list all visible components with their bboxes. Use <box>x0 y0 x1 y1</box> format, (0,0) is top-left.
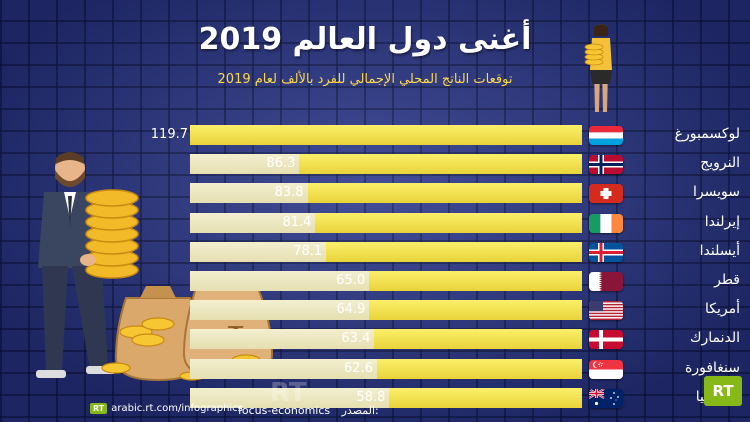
category-label: إيرلندا <box>704 213 740 230</box>
woman-with-coins-illustration <box>584 24 612 112</box>
businessman-illustration <box>36 152 139 378</box>
denmark-flag-icon <box>589 330 623 350</box>
category-label: أيسلندا <box>699 242 740 259</box>
bar-row: 62.6 سنغافورة <box>0 358 750 380</box>
iceland-flag-icon <box>589 242 623 262</box>
bar-value-label: 62.6 <box>344 360 373 376</box>
chart-title: أغنى دول العالم 2019 <box>198 22 532 57</box>
bar <box>326 241 582 262</box>
bar-value-label: 78.1 <box>293 243 323 259</box>
bar <box>376 358 582 379</box>
bar-value-label: 119.7 <box>150 127 188 142</box>
bar-row: 86.3 النرويج <box>0 153 750 175</box>
category-label: النرويج <box>700 155 740 172</box>
bar <box>389 387 582 408</box>
site-url[interactable]: arabic.rt.com/infographics <box>111 403 243 414</box>
bar-row: 81.4 إيرلندا <box>0 212 750 234</box>
bar <box>307 183 582 204</box>
bar <box>299 154 582 175</box>
bar <box>190 125 582 145</box>
australia-flag-icon <box>589 388 623 408</box>
source-credit: focus-economics المصدر: <box>238 404 379 417</box>
bar-value-label: 86.3 <box>266 156 296 172</box>
bar-row: 78.1 أيسلندا <box>0 241 750 263</box>
rt-watermark: RT <box>270 378 307 408</box>
rt-mini-logo: RT <box>90 403 108 414</box>
ireland-flag-icon <box>589 213 623 233</box>
bar-value-label: 63.4 <box>341 331 371 347</box>
bar-row: 58.8أستراليا <box>0 387 750 409</box>
bar-row: 63.4 الدنمارك <box>0 328 750 350</box>
bar <box>369 271 582 291</box>
category-label: الدنمارك <box>689 330 740 347</box>
bar <box>315 212 582 233</box>
category-label: قطر <box>714 272 740 288</box>
switzerland-flag-icon <box>589 184 623 204</box>
bar-value-label: 83.8 <box>274 185 304 201</box>
bar-row: 119.7 لوكسمبورغ <box>0 124 750 146</box>
chart-subtitle: توقعات الناتج المحلي الإجمالي للفرد بالأ… <box>217 72 513 87</box>
source-name: focus-economics <box>238 404 331 417</box>
bar-value-label: 65.0 <box>336 273 366 288</box>
bar-value-label: 58.8 <box>356 389 386 405</box>
bar <box>374 329 582 350</box>
usa-flag-icon <box>589 301 623 321</box>
bar-value-label: 64.9 <box>336 302 366 318</box>
site-credit: RT arabic.rt.com/infographics <box>90 403 243 414</box>
bar-row: 65.0 قطر <box>0 270 750 292</box>
category-label: سويسرا <box>693 184 740 201</box>
qatar-flag-icon <box>589 272 623 291</box>
category-label: أمريكا <box>704 301 740 318</box>
bar <box>369 300 582 321</box>
bar-value-label: 81.4 <box>282 214 312 230</box>
singapore-flag-icon <box>589 359 623 379</box>
source-label: المصدر: <box>341 404 379 417</box>
norway-flag-icon <box>589 155 623 175</box>
bar-row: 83.8 سويسرا <box>0 182 750 204</box>
category-label: سنغافورة <box>685 359 740 376</box>
rt-logo: RT <box>704 376 742 406</box>
luxembourg-flag-icon <box>589 126 623 145</box>
category-label: لوكسمبورغ <box>674 126 740 142</box>
bar-row: 64.9 أمريكا <box>0 299 750 321</box>
